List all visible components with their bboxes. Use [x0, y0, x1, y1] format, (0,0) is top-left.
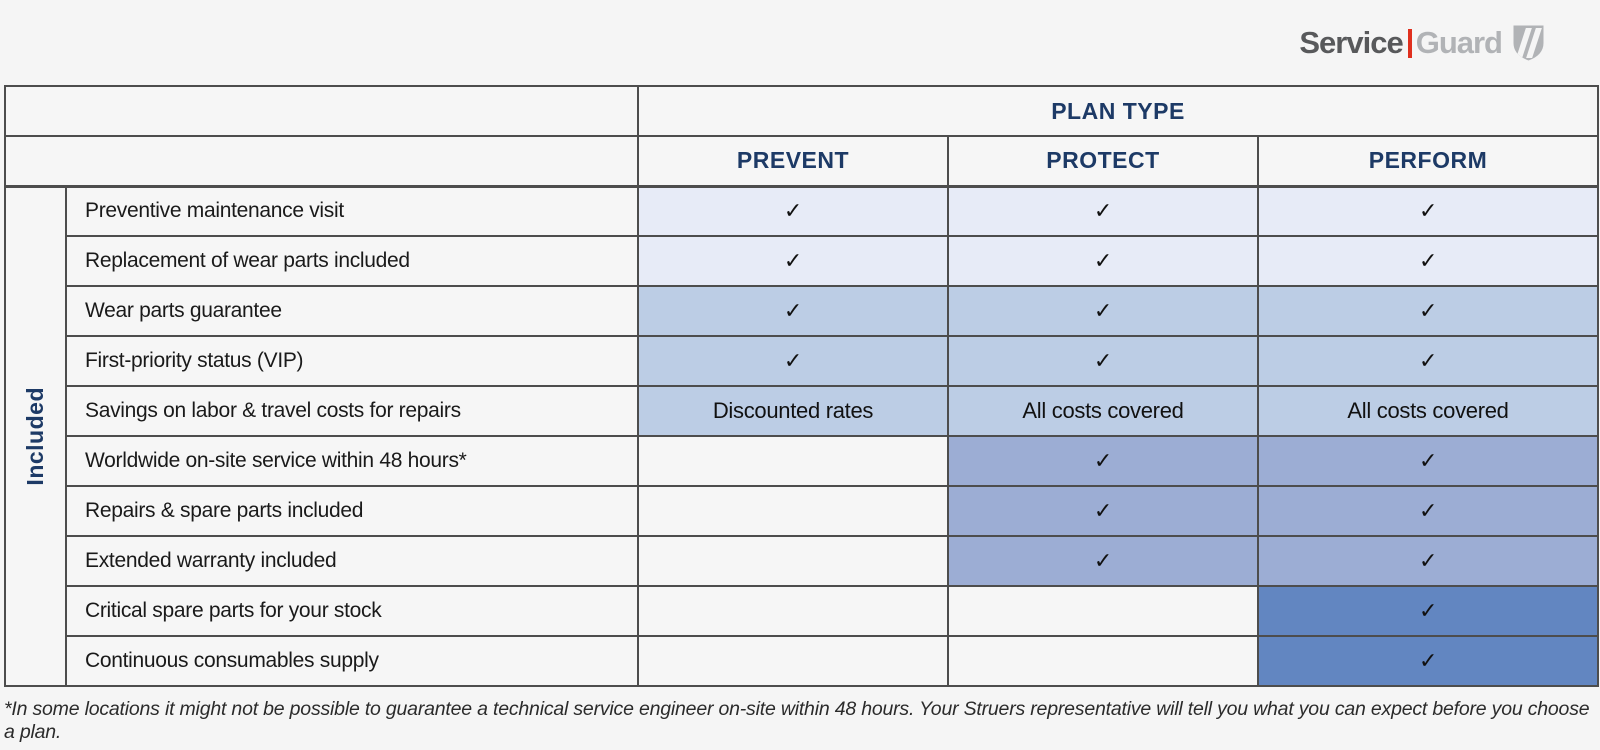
- cell-check: ✓: [1256, 485, 1600, 537]
- cell-check: ✓: [637, 335, 949, 387]
- plan-type-header: PLAN TYPE: [636, 85, 1600, 137]
- header-blank-cell: [4, 135, 639, 188]
- cell-empty: [637, 535, 949, 587]
- cell-check: ✓: [637, 185, 949, 237]
- table-row: Savings on labor & travel costs for repa…: [5, 385, 1600, 437]
- table-row: Replacement of wear parts included ✓ ✓ ✓: [5, 235, 1600, 287]
- table-row: Extended warranty included ✓ ✓: [5, 535, 1600, 587]
- cell-text: All costs covered: [1256, 385, 1600, 437]
- cell-check: ✓: [1256, 635, 1600, 687]
- cell-empty: [947, 635, 1259, 687]
- cell-check: ✓: [947, 335, 1259, 387]
- cell-empty: [637, 635, 949, 687]
- cell-check: ✓: [947, 285, 1259, 337]
- column-header-prevent: PREVENT: [637, 135, 949, 188]
- cell-check: ✓: [1256, 585, 1600, 637]
- logo-red-divider: [1407, 28, 1412, 58]
- logo-text-guard: Guard: [1415, 25, 1503, 60]
- cell-check: ✓: [1256, 285, 1600, 337]
- cell-empty: [637, 435, 949, 487]
- cell-check: ✓: [1256, 535, 1600, 587]
- cell-check: ✓: [1256, 435, 1600, 487]
- feature-label: Savings on labor & travel costs for repa…: [65, 385, 639, 437]
- feature-label: Wear parts guarantee: [65, 285, 639, 337]
- table-row: Repairs & spare parts included ✓ ✓: [5, 485, 1600, 537]
- cell-check: ✓: [947, 435, 1259, 487]
- cell-check: ✓: [1256, 235, 1600, 287]
- cell-check: ✓: [947, 485, 1259, 537]
- table-row: Worldwide on-site service within 48 hour…: [5, 435, 1600, 487]
- cell-empty: [947, 585, 1259, 637]
- table-row: Included Preventive maintenance visit ✓ …: [4, 185, 1600, 687]
- cell-text: All costs covered: [947, 385, 1259, 437]
- cell-check: ✓: [637, 285, 949, 337]
- cell-empty: [637, 485, 949, 537]
- table-row: First-priority status (VIP) ✓ ✓ ✓: [5, 335, 1600, 387]
- cell-text: Discounted rates: [637, 385, 949, 437]
- feature-label: Replacement of wear parts included: [65, 235, 639, 287]
- table-row: Critical spare parts for your stock ✓: [5, 585, 1600, 637]
- plan-type-row: PLAN TYPE: [4, 85, 1600, 137]
- column-header-protect: PROTECT: [947, 135, 1259, 188]
- feature-label: Extended warranty included: [65, 535, 639, 587]
- feature-label: Worldwide on-site service within 48 hour…: [65, 435, 639, 487]
- plan-names-row: PREVENT PROTECT PERFORM: [4, 135, 1600, 188]
- included-label: Included: [22, 386, 48, 486]
- header-blank-cell: [4, 85, 639, 137]
- feature-label: Critical spare parts for your stock: [65, 585, 639, 637]
- feature-label: Repairs & spare parts included: [65, 485, 639, 537]
- cell-check: ✓: [947, 535, 1259, 587]
- column-header-perform: PERFORM: [1256, 135, 1600, 188]
- cell-check: ✓: [1256, 335, 1600, 387]
- cell-empty: [637, 585, 949, 637]
- included-label-cell: Included: [4, 185, 67, 687]
- serviceguard-logo: Service Guard: [1299, 24, 1545, 62]
- table-row: Wear parts guarantee ✓ ✓ ✓: [5, 285, 1600, 337]
- table-row: Continuous consumables supply ✓: [5, 635, 1600, 687]
- feature-label: Preventive maintenance visit: [65, 185, 639, 237]
- feature-label: Continuous consumables supply: [65, 635, 639, 687]
- logo-text-service: Service: [1299, 25, 1403, 60]
- footnote: *In some locations it might not be possi…: [4, 698, 1590, 743]
- cell-check: ✓: [1256, 185, 1600, 237]
- plan-comparison-table: PLAN TYPE PREVENT PROTECT PERFORM Includ…: [4, 85, 1600, 687]
- cell-check: ✓: [947, 235, 1259, 287]
- cell-check: ✓: [637, 235, 949, 287]
- feature-label: First-priority status (VIP): [65, 335, 639, 387]
- shield-icon: [1513, 25, 1544, 61]
- cell-check: ✓: [947, 185, 1259, 237]
